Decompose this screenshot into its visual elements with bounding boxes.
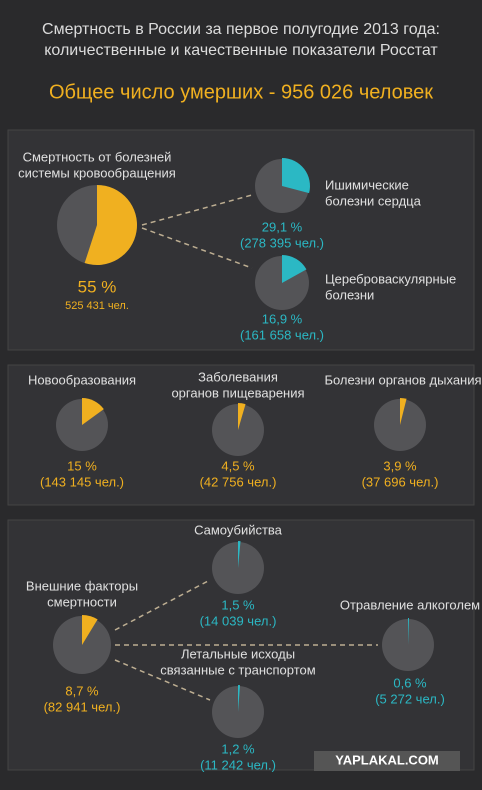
pie-slice bbox=[82, 398, 104, 425]
count-label: (82 941 чел.) bbox=[44, 699, 121, 714]
pie-title: Внешние факторы bbox=[26, 578, 138, 593]
value-label: 29,1 % bbox=[262, 219, 303, 234]
pie-title: Заболевания bbox=[198, 369, 278, 384]
pie-title: Ишимические bbox=[325, 177, 409, 192]
pie-title: Болезни органов дыхания bbox=[324, 372, 481, 387]
pie-title: болезни сердца bbox=[325, 193, 422, 208]
watermark: YAPLAKAL.COM bbox=[335, 752, 439, 767]
title-line: количественные и качественные показатели… bbox=[44, 42, 438, 59]
pie-title: Самоубийства bbox=[194, 522, 283, 537]
value-label: 15 % bbox=[67, 458, 97, 473]
pie-slice bbox=[82, 615, 98, 645]
value-label: 1,2 % bbox=[221, 741, 255, 756]
pie-title: Новообразования bbox=[28, 372, 136, 387]
count-label: (37 696 чел.) bbox=[362, 474, 439, 489]
pie-title: Цереброваскулярные bbox=[325, 271, 456, 286]
connector bbox=[114, 659, 211, 701]
pie-slice bbox=[408, 618, 410, 645]
pie-slice bbox=[282, 158, 310, 194]
pie-title: системы кровообращения bbox=[18, 165, 176, 180]
watermark-box bbox=[314, 751, 460, 771]
count-label: (14 039 чел.) bbox=[200, 613, 277, 628]
value-label: 0,6 % bbox=[393, 675, 427, 690]
count-label: (5 272 чел.) bbox=[375, 691, 445, 706]
pie-title: органов пищеварения bbox=[171, 385, 304, 400]
count-label: (11 242 чел.) bbox=[200, 757, 276, 772]
pie-title: болезни bbox=[325, 287, 374, 302]
pie-slice bbox=[238, 541, 241, 568]
value-label: 55 % bbox=[78, 277, 117, 296]
value-label: 8,7 % bbox=[65, 683, 99, 698]
value-label: 4,5 % bbox=[221, 458, 255, 473]
pie-slice bbox=[238, 685, 241, 712]
count-label: (278 395 чел.) bbox=[240, 235, 324, 250]
pie-title: Летальные исходы bbox=[181, 646, 295, 661]
connector bbox=[141, 194, 253, 226]
count-label: (161 658 чел.) bbox=[240, 327, 324, 342]
pie-title: Отравление алкоголем bbox=[340, 597, 480, 612]
pie-title: связанные с транспортом bbox=[160, 662, 315, 677]
count-label: (42 756 чел.) bbox=[200, 474, 277, 489]
count-label: (143 145 чел.) bbox=[40, 474, 124, 489]
count-label: 525 431 чел. bbox=[65, 300, 129, 312]
connectors bbox=[114, 194, 378, 701]
pie-title: Смертность от болезней bbox=[23, 149, 172, 164]
connector bbox=[141, 227, 253, 269]
total: Общее число умерших - 956 026 человек bbox=[49, 81, 433, 103]
value-label: 1,5 % bbox=[221, 597, 255, 612]
pie-slice bbox=[84, 185, 137, 265]
value-label: 3,9 % bbox=[383, 458, 417, 473]
pie-slice bbox=[282, 255, 307, 283]
pie-slice bbox=[400, 398, 407, 425]
pie-slice bbox=[238, 403, 246, 430]
title-line: Смертность в России за первое полугодие … bbox=[42, 21, 440, 38]
value-label: 16,9 % bbox=[262, 311, 303, 326]
pie-title: смертности bbox=[47, 594, 117, 609]
